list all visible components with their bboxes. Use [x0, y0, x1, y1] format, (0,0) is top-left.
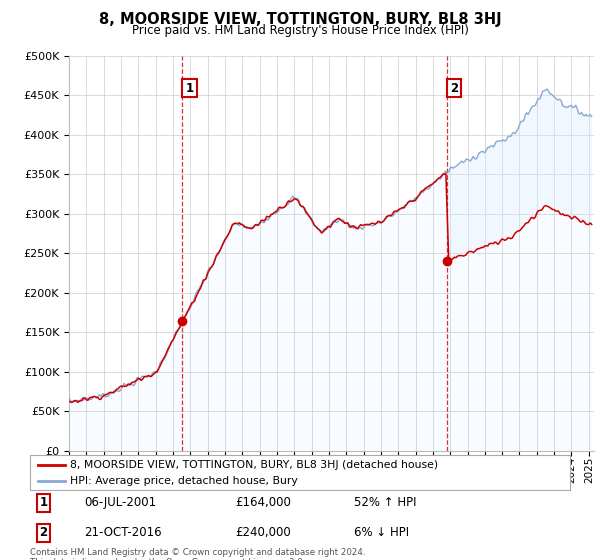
Text: £240,000: £240,000: [235, 526, 291, 539]
Text: £164,000: £164,000: [235, 496, 291, 510]
Text: 1: 1: [185, 82, 194, 95]
Text: 06-JUL-2001: 06-JUL-2001: [84, 496, 156, 510]
Text: Price paid vs. HM Land Registry's House Price Index (HPI): Price paid vs. HM Land Registry's House …: [131, 24, 469, 36]
Text: 1: 1: [40, 496, 47, 510]
Text: 2: 2: [40, 526, 47, 539]
Text: Contains HM Land Registry data © Crown copyright and database right 2024.
This d: Contains HM Land Registry data © Crown c…: [30, 548, 365, 560]
Text: HPI: Average price, detached house, Bury: HPI: Average price, detached house, Bury: [71, 477, 298, 486]
Text: 21-OCT-2016: 21-OCT-2016: [84, 526, 161, 539]
Text: 2: 2: [450, 82, 458, 95]
Text: 52% ↑ HPI: 52% ↑ HPI: [354, 496, 416, 510]
Text: 6% ↓ HPI: 6% ↓ HPI: [354, 526, 409, 539]
Text: 8, MOORSIDE VIEW, TOTTINGTON, BURY, BL8 3HJ: 8, MOORSIDE VIEW, TOTTINGTON, BURY, BL8 …: [98, 12, 502, 27]
Text: 8, MOORSIDE VIEW, TOTTINGTON, BURY, BL8 3HJ (detached house): 8, MOORSIDE VIEW, TOTTINGTON, BURY, BL8 …: [71, 460, 439, 470]
